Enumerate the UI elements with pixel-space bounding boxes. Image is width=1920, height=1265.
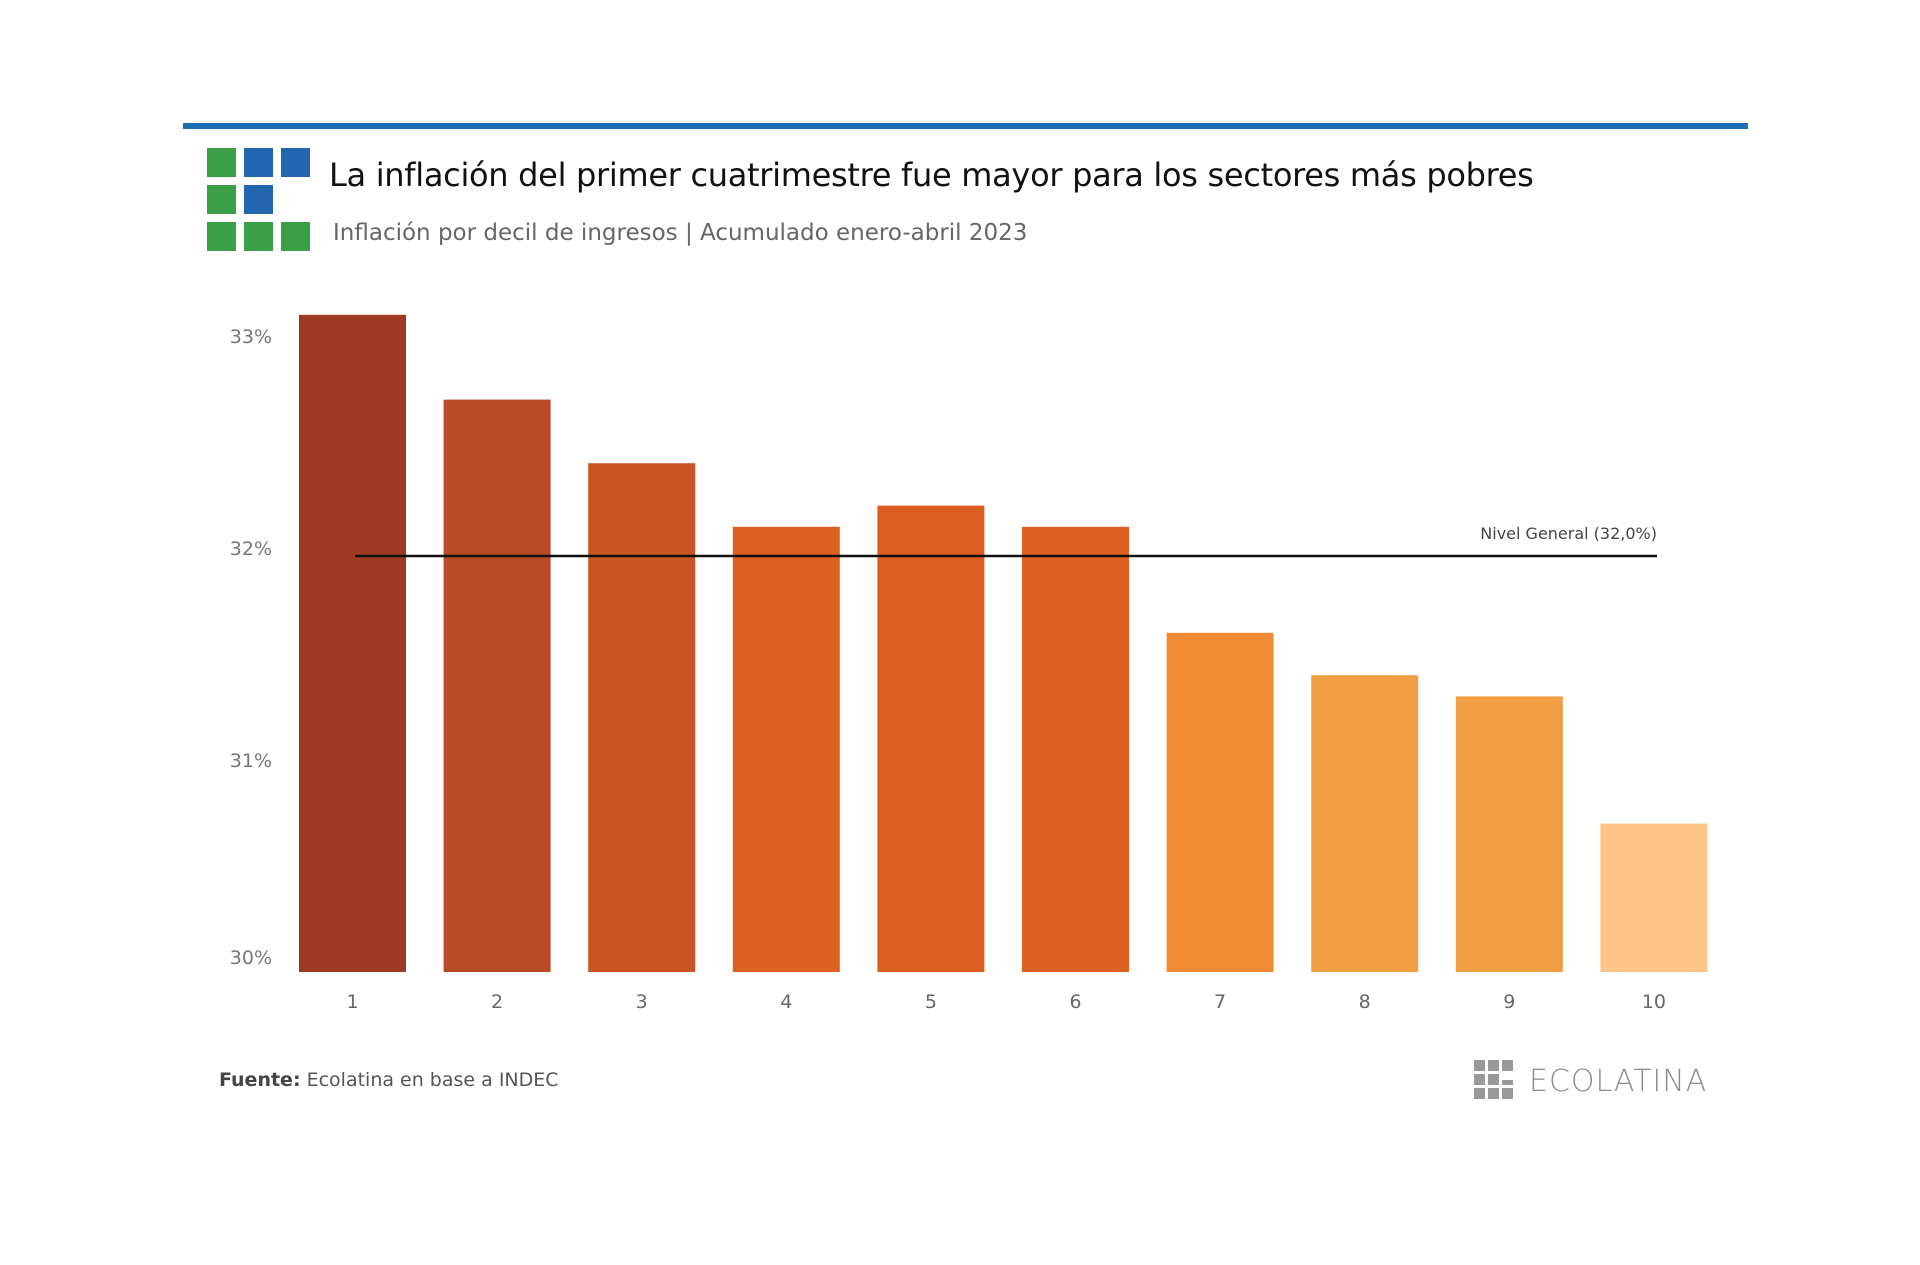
bars <box>299 314 1708 973</box>
logo-square <box>281 222 310 251</box>
source-text: Ecolatina en base a INDEC <box>300 1069 559 1091</box>
bar <box>299 314 406 972</box>
logo-square <box>207 185 236 214</box>
logo-square <box>281 148 310 177</box>
x-tick-label: 6 <box>1069 991 1081 1013</box>
y-axis: 30% 31% 32% 33% <box>230 326 272 969</box>
x-tick-label: 2 <box>491 991 503 1013</box>
bar <box>1311 675 1419 972</box>
y-tick-label: 33% <box>230 326 272 348</box>
bar <box>1022 526 1129 972</box>
reference-line-group: Nivel General (32,0%) <box>355 524 1657 558</box>
x-tick-label: 7 <box>1214 991 1226 1013</box>
y-tick-label: 31% <box>230 750 272 772</box>
reference-line-label: Nivel General (32,0%) <box>1480 524 1657 543</box>
header-logo-icon <box>207 148 311 252</box>
x-axis: 1 2 3 4 5 6 7 8 9 10 <box>346 991 1666 1013</box>
x-tick-label: 1 <box>346 991 358 1013</box>
y-tick-label: 30% <box>230 947 272 969</box>
ecolatina-wordmark: ECOLATINA <box>1529 1064 1708 1099</box>
bar <box>877 505 985 972</box>
x-tick-label: 3 <box>636 991 648 1013</box>
bar <box>1600 823 1708 972</box>
logo-square <box>207 222 236 251</box>
logo-square <box>244 148 273 177</box>
header-accent-line <box>183 123 1748 129</box>
bar <box>588 463 696 972</box>
x-tick-label: 4 <box>780 991 792 1013</box>
x-tick-label: 8 <box>1359 991 1371 1013</box>
y-tick-label: 32% <box>230 538 272 560</box>
logo-square <box>244 185 273 214</box>
chart-title: La inflación del primer cuatrimestre fue… <box>329 156 1534 194</box>
bar <box>1455 696 1563 972</box>
bar <box>732 526 840 972</box>
chart-subtitle: Inflación por decil de ingresos | Acumul… <box>333 220 1028 246</box>
source-note: Fuente: Ecolatina en base a INDEC <box>219 1069 559 1091</box>
bar <box>1166 632 1274 972</box>
bar <box>443 399 551 973</box>
x-tick-label: 9 <box>1503 991 1515 1013</box>
x-tick-label: 5 <box>925 991 937 1013</box>
logo-square <box>244 222 273 251</box>
source-label: Fuente: <box>219 1069 301 1091</box>
x-tick-label: 10 <box>1642 991 1666 1013</box>
logo-square <box>207 148 236 177</box>
